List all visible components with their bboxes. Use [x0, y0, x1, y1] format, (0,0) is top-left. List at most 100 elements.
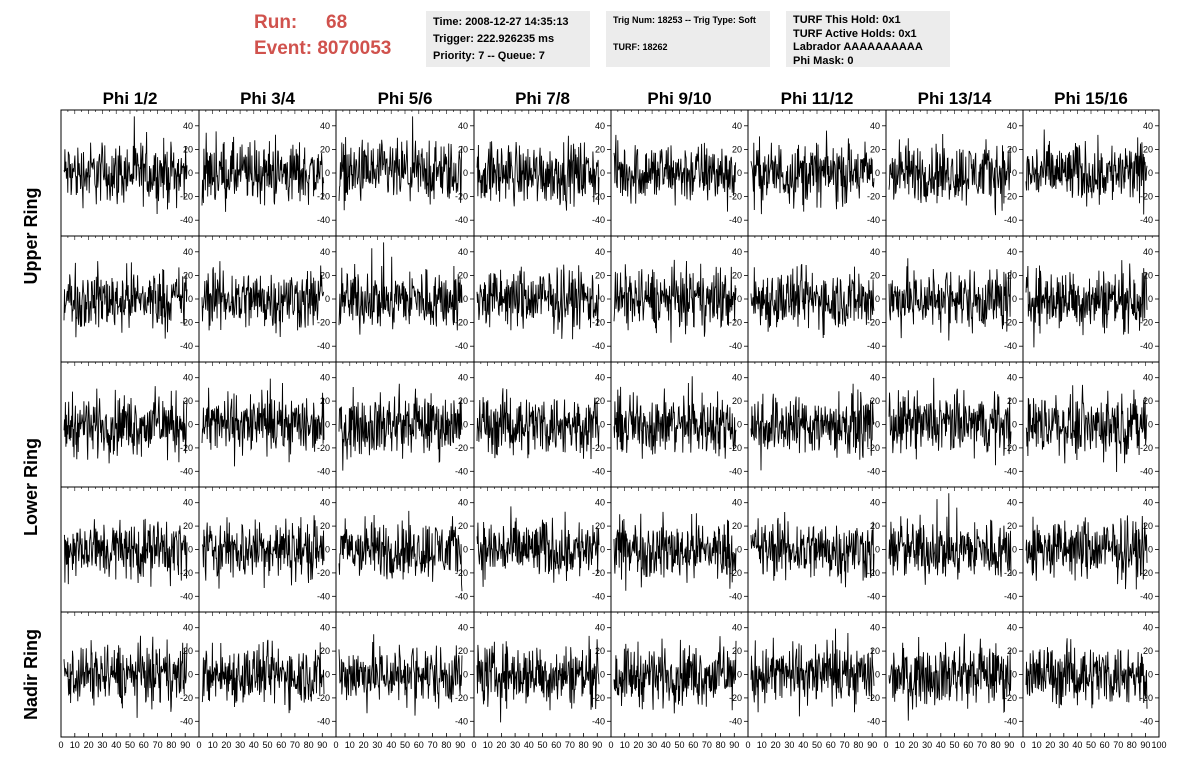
- row-label: Nadir Ring: [21, 629, 41, 720]
- x-tick-label: 80: [441, 740, 451, 750]
- turf-info-box: TURF This Hold: 0x1 TURF Active Holds: 0…: [786, 11, 950, 67]
- y-tick-label: 0: [600, 545, 605, 555]
- y-tick-label: 20: [1007, 396, 1017, 406]
- y-tick-label: -20: [867, 443, 880, 453]
- priority-text: Priority: 7 -- Queue: 7: [433, 50, 545, 62]
- y-tick-label: 40: [595, 247, 605, 257]
- waveform-line: [338, 510, 463, 592]
- y-tick-label: 20: [1143, 521, 1153, 531]
- y-tick-label: 40: [458, 247, 468, 257]
- y-tick-label: 40: [1007, 247, 1017, 257]
- x-tick-label: 60: [139, 740, 149, 750]
- y-tick-label: 0: [875, 168, 880, 178]
- y-tick-label: 20: [870, 144, 880, 154]
- waveform-line: [201, 639, 325, 714]
- y-tick-label: 0: [463, 294, 468, 304]
- y-tick-label: 20: [458, 144, 468, 154]
- y-tick-label: -20: [1004, 192, 1017, 202]
- waveform-line: [338, 383, 463, 471]
- y-tick-label: 20: [870, 646, 880, 656]
- y-tick-label: 40: [183, 373, 193, 383]
- x-tick-label: 10: [208, 740, 218, 750]
- y-tick-label: 40: [183, 247, 193, 257]
- y-tick-label: -20: [317, 443, 330, 453]
- y-tick-label: 0: [188, 545, 193, 555]
- labrador-text: Labrador AAAAAAAAAA: [793, 41, 923, 53]
- y-tick-label: -20: [317, 568, 330, 578]
- x-tick-label: 70: [840, 740, 850, 750]
- y-tick-label: 0: [463, 545, 468, 555]
- y-tick-label: 40: [870, 247, 880, 257]
- y-tick-label: -20: [1140, 192, 1153, 202]
- x-tick-label: 50: [400, 740, 410, 750]
- x-tick-label: 80: [304, 740, 314, 750]
- y-tick-label: 20: [320, 521, 330, 531]
- x-tick-label: 10: [620, 740, 630, 750]
- y-tick-label: 20: [1143, 144, 1153, 154]
- y-tick-label: 20: [1007, 521, 1017, 531]
- y-tick-label: -40: [729, 716, 742, 726]
- x-tick-label: 80: [166, 740, 176, 750]
- y-tick-label: 0: [600, 670, 605, 680]
- y-tick-label: 20: [870, 521, 880, 531]
- y-tick-label: 0: [463, 168, 468, 178]
- y-tick-label: -40: [592, 341, 605, 351]
- y-tick-label: 20: [320, 270, 330, 280]
- x-tick-label: 40: [661, 740, 671, 750]
- y-tick-label: 40: [320, 121, 330, 131]
- y-tick-label: 40: [1143, 373, 1153, 383]
- y-tick-label: 20: [320, 396, 330, 406]
- y-tick-label: 0: [737, 294, 742, 304]
- waveform-line: [888, 133, 1012, 216]
- y-tick-label: -40: [592, 591, 605, 601]
- y-tick-label: 20: [732, 396, 742, 406]
- y-tick-label: 0: [875, 420, 880, 430]
- waveform-line: [476, 635, 600, 723]
- x-tick-label: 60: [1100, 740, 1110, 750]
- y-tick-label: 40: [870, 373, 880, 383]
- y-tick-label: -40: [729, 466, 742, 476]
- y-tick-label: 40: [458, 121, 468, 131]
- y-tick-label: -20: [1004, 693, 1017, 703]
- waveform-line: [63, 386, 188, 464]
- y-tick-label: -20: [455, 192, 468, 202]
- y-tick-label: -20: [180, 693, 193, 703]
- column-header: Phi 13/14: [918, 89, 992, 108]
- y-tick-label: 40: [1007, 623, 1017, 633]
- y-tick-label: 0: [463, 420, 468, 430]
- x-tick-label: 0: [471, 740, 476, 750]
- y-tick-label: -40: [867, 466, 880, 476]
- waveform-line: [613, 259, 737, 343]
- phi-mask-text: Phi Mask: 0: [793, 54, 854, 67]
- y-tick-label: 20: [870, 396, 880, 406]
- y-tick-label: -40: [455, 215, 468, 225]
- y-tick-label: 40: [1143, 121, 1153, 131]
- y-tick-label: 20: [1007, 646, 1017, 656]
- run-label: Run:: [254, 12, 298, 33]
- row-label: Lower Ring: [21, 438, 41, 536]
- y-tick-label: 0: [188, 670, 193, 680]
- waveform-line: [750, 511, 875, 588]
- waveform-line: [888, 493, 1012, 585]
- y-tick-label: -40: [729, 591, 742, 601]
- x-tick-label: 40: [111, 740, 121, 750]
- y-tick-label: -40: [180, 591, 193, 601]
- x-tick-label: 90: [1140, 740, 1150, 750]
- x-tick-label: 0: [58, 740, 63, 750]
- y-tick-label: 0: [875, 294, 880, 304]
- x-tick-label: 70: [977, 740, 987, 750]
- y-tick-label: -40: [1140, 215, 1153, 225]
- y-tick-label: 20: [595, 396, 605, 406]
- y-tick-label: 40: [458, 373, 468, 383]
- x-tick-label: 0: [608, 740, 613, 750]
- x-tick-label: 30: [647, 740, 657, 750]
- y-tick-label: -40: [455, 591, 468, 601]
- y-tick-label: 0: [188, 168, 193, 178]
- turf-text: TURF: 18262: [613, 42, 668, 52]
- y-tick-label: -20: [455, 693, 468, 703]
- y-tick-label: 20: [458, 396, 468, 406]
- y-tick-label: -20: [180, 192, 193, 202]
- y-tick-label: 40: [1143, 498, 1153, 508]
- y-tick-label: 40: [320, 247, 330, 257]
